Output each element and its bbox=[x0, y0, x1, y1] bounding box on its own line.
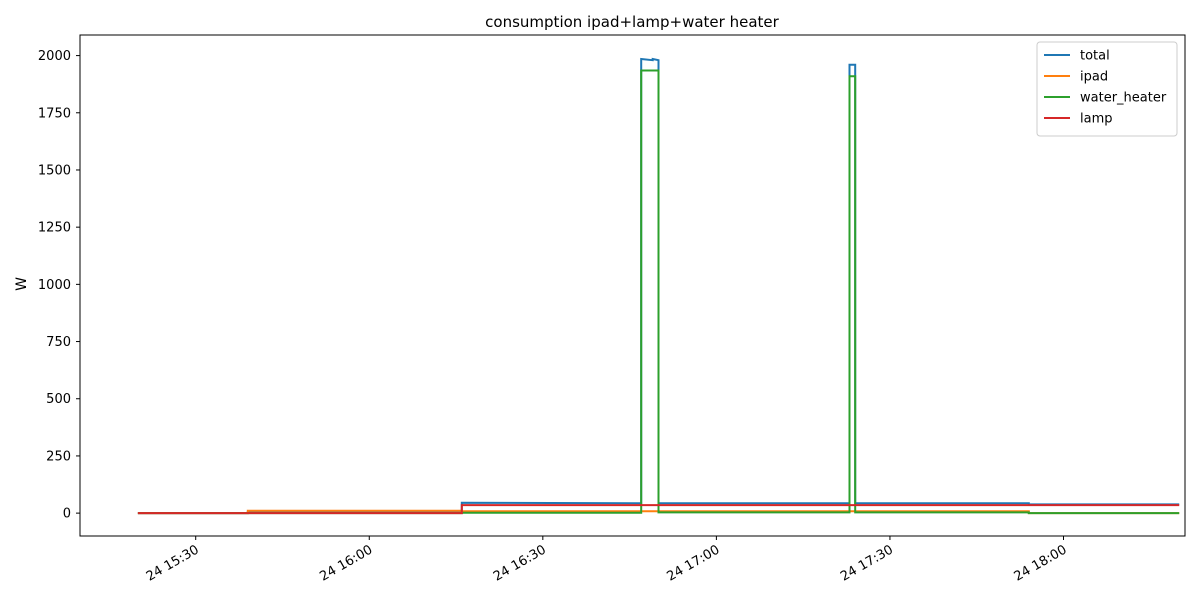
y-tick-label: 1500 bbox=[38, 163, 71, 178]
series-line-lamp bbox=[137, 504, 1180, 515]
y-tick-label: 250 bbox=[46, 449, 71, 464]
y-tick-label: 750 bbox=[46, 335, 71, 350]
chart-title: consumption ipad+lamp+water heater bbox=[485, 13, 779, 31]
legend-label-ipad: ipad bbox=[1080, 70, 1108, 85]
legend-label-water-heater: water_heater bbox=[1080, 91, 1167, 106]
series-line-water-heater bbox=[137, 69, 1180, 515]
y-tick-label: 2000 bbox=[38, 49, 71, 64]
y-tick-label: 0 bbox=[63, 507, 71, 522]
y-tick-label: 1250 bbox=[38, 221, 71, 236]
legend-label-lamp: lamp bbox=[1080, 112, 1113, 127]
x-tick-label: 24 18:00 bbox=[1012, 542, 1070, 584]
legend-box bbox=[1036, 41, 1178, 137]
x-tick-label: 24 15:30 bbox=[144, 542, 202, 584]
x-tick-label: 24 16:00 bbox=[317, 542, 375, 584]
x-tick-label: 24 17:00 bbox=[665, 542, 723, 584]
x-tick-label: 24 16:30 bbox=[491, 542, 549, 584]
x-tick-label: 24 17:30 bbox=[838, 542, 896, 584]
y-axis-label: W bbox=[14, 277, 30, 291]
y-tick-label: 1750 bbox=[38, 106, 71, 121]
y-tick-label: 1000 bbox=[38, 278, 71, 293]
legend-label-total: total bbox=[1080, 49, 1110, 64]
series-line-total bbox=[137, 57, 1180, 515]
y-tick-label: 500 bbox=[46, 392, 71, 407]
plot-frame bbox=[79, 34, 1186, 537]
